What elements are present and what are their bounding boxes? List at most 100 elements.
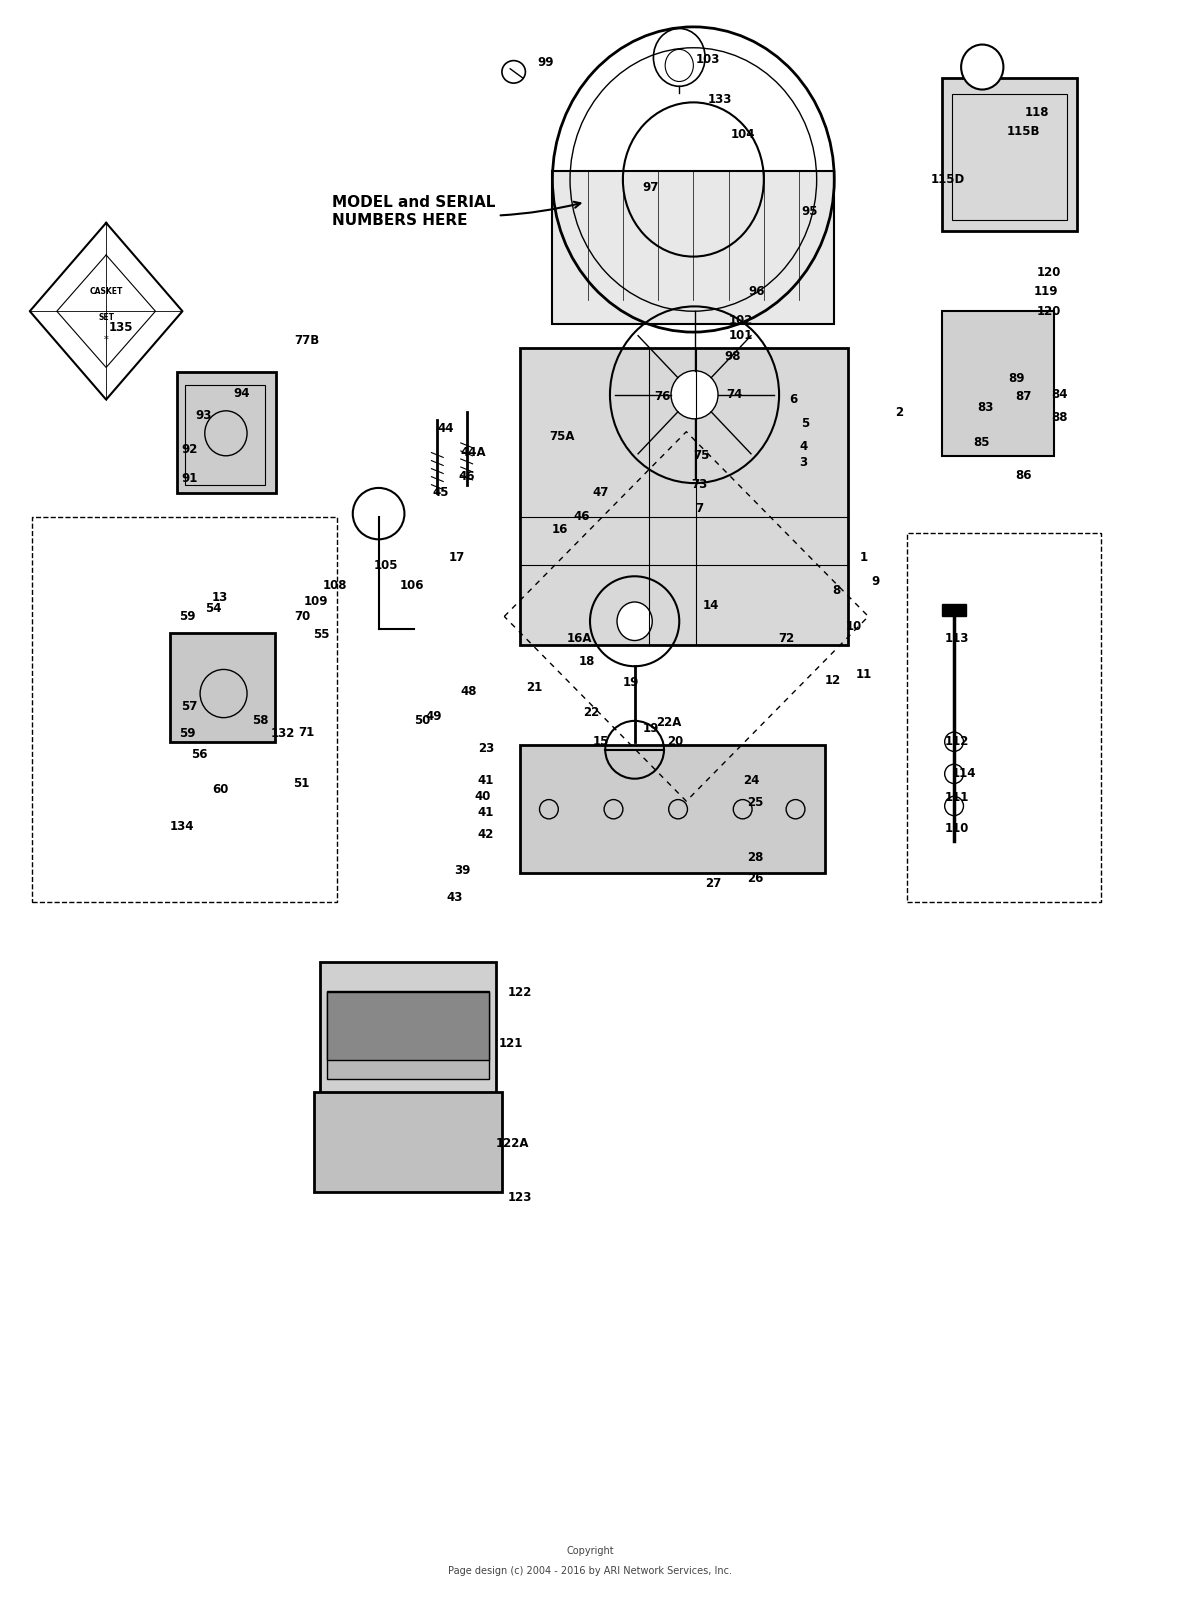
Text: 59: 59: [179, 727, 196, 740]
Text: 71: 71: [299, 725, 315, 738]
Text: 120: 120: [1036, 266, 1061, 279]
Text: 96: 96: [748, 285, 765, 298]
Text: 28: 28: [747, 851, 763, 864]
Text: 55: 55: [313, 627, 329, 640]
Text: 10: 10: [846, 619, 863, 632]
Text: 122: 122: [507, 987, 532, 999]
Text: MODEL and SERIAL
NUMBERS HERE: MODEL and SERIAL NUMBERS HERE: [332, 195, 581, 227]
Text: 119: 119: [1034, 285, 1058, 298]
Bar: [185, 385, 264, 485]
Text: 42: 42: [477, 829, 493, 841]
Text: 86: 86: [1015, 469, 1031, 482]
Text: *: *: [104, 335, 109, 345]
Text: 120: 120: [1036, 305, 1061, 318]
Text: 25: 25: [747, 796, 763, 809]
Text: 115B: 115B: [1007, 124, 1041, 137]
Text: 14: 14: [703, 598, 719, 611]
Text: 24: 24: [742, 774, 759, 787]
Text: 54: 54: [205, 601, 222, 614]
Text: 112: 112: [945, 735, 969, 748]
Text: 8: 8: [832, 584, 840, 596]
Text: 60: 60: [212, 783, 228, 796]
Text: 2: 2: [896, 406, 904, 419]
Ellipse shape: [671, 371, 717, 419]
Text: 101: 101: [728, 329, 753, 342]
Text: Copyright: Copyright: [566, 1546, 614, 1557]
Text: 51: 51: [293, 777, 309, 790]
Text: 57: 57: [182, 700, 198, 713]
Text: 3: 3: [799, 456, 807, 469]
Text: 22A: 22A: [656, 716, 681, 729]
Text: 13: 13: [212, 590, 228, 603]
Text: 115D: 115D: [931, 172, 965, 185]
Text: 23: 23: [478, 742, 494, 754]
Text: 76: 76: [655, 390, 671, 403]
Text: 56: 56: [191, 748, 208, 761]
Bar: [177, 372, 276, 493]
Text: 105: 105: [374, 558, 399, 572]
Ellipse shape: [617, 601, 653, 640]
Text: 45: 45: [433, 487, 450, 500]
Text: 134: 134: [170, 821, 194, 833]
Bar: [552, 171, 834, 324]
Bar: [519, 745, 825, 874]
Text: 106: 106: [400, 579, 425, 593]
Bar: [952, 95, 1067, 219]
Text: 18: 18: [578, 654, 595, 667]
Text: Page design (c) 2004 - 2016 by ARI Network Services, Inc.: Page design (c) 2004 - 2016 by ARI Netwo…: [448, 1565, 732, 1575]
Text: 103: 103: [696, 53, 720, 66]
Text: 94: 94: [232, 387, 249, 400]
Ellipse shape: [502, 61, 525, 84]
Text: 43: 43: [447, 891, 463, 904]
Text: 114: 114: [952, 767, 976, 780]
Bar: [327, 991, 489, 1078]
Ellipse shape: [962, 45, 1003, 90]
Text: 133: 133: [708, 92, 732, 106]
Text: 99: 99: [537, 56, 553, 69]
Text: 49: 49: [426, 709, 442, 722]
Text: 87: 87: [1015, 390, 1031, 403]
Bar: [314, 1091, 502, 1191]
Text: CASKET: CASKET: [90, 287, 123, 297]
Text: 104: 104: [730, 127, 755, 140]
Text: 83: 83: [977, 401, 994, 414]
Text: 109: 109: [303, 595, 328, 608]
Text: 26: 26: [747, 872, 763, 885]
Text: 70: 70: [294, 609, 310, 622]
Text: 108: 108: [322, 579, 347, 593]
Text: 46: 46: [573, 511, 590, 524]
Text: 58: 58: [251, 714, 268, 727]
Text: 122A: 122A: [496, 1136, 530, 1149]
Bar: [170, 632, 275, 742]
Text: 95: 95: [801, 205, 818, 218]
Text: 48: 48: [461, 685, 478, 698]
Text: 97: 97: [643, 181, 660, 193]
Bar: [320, 962, 496, 1098]
Bar: [943, 79, 1077, 231]
Text: 88: 88: [1051, 411, 1068, 424]
Text: 9: 9: [872, 574, 880, 588]
Text: 12: 12: [825, 674, 841, 687]
Text: AriParts.com: AriParts.com: [529, 556, 651, 574]
Text: 11: 11: [856, 667, 872, 680]
Text: 21: 21: [526, 680, 543, 693]
Text: 41: 41: [477, 806, 493, 819]
Text: 1: 1: [860, 551, 868, 564]
Text: 19: 19: [643, 722, 660, 735]
Text: 59: 59: [179, 609, 196, 622]
Text: 98: 98: [723, 350, 740, 363]
Bar: [327, 993, 489, 1059]
Text: 93: 93: [196, 409, 211, 422]
Text: 50: 50: [414, 714, 431, 727]
Text: 22: 22: [583, 706, 599, 719]
Text: 5: 5: [801, 418, 809, 430]
Text: 46: 46: [459, 471, 476, 484]
Text: 91: 91: [182, 472, 198, 485]
Bar: [519, 348, 848, 645]
Text: 74: 74: [726, 388, 742, 401]
Text: 6: 6: [789, 393, 798, 406]
Text: 84: 84: [1051, 388, 1068, 401]
Text: 85: 85: [972, 437, 989, 450]
Text: 4: 4: [799, 440, 807, 453]
Text: 113: 113: [945, 632, 969, 645]
